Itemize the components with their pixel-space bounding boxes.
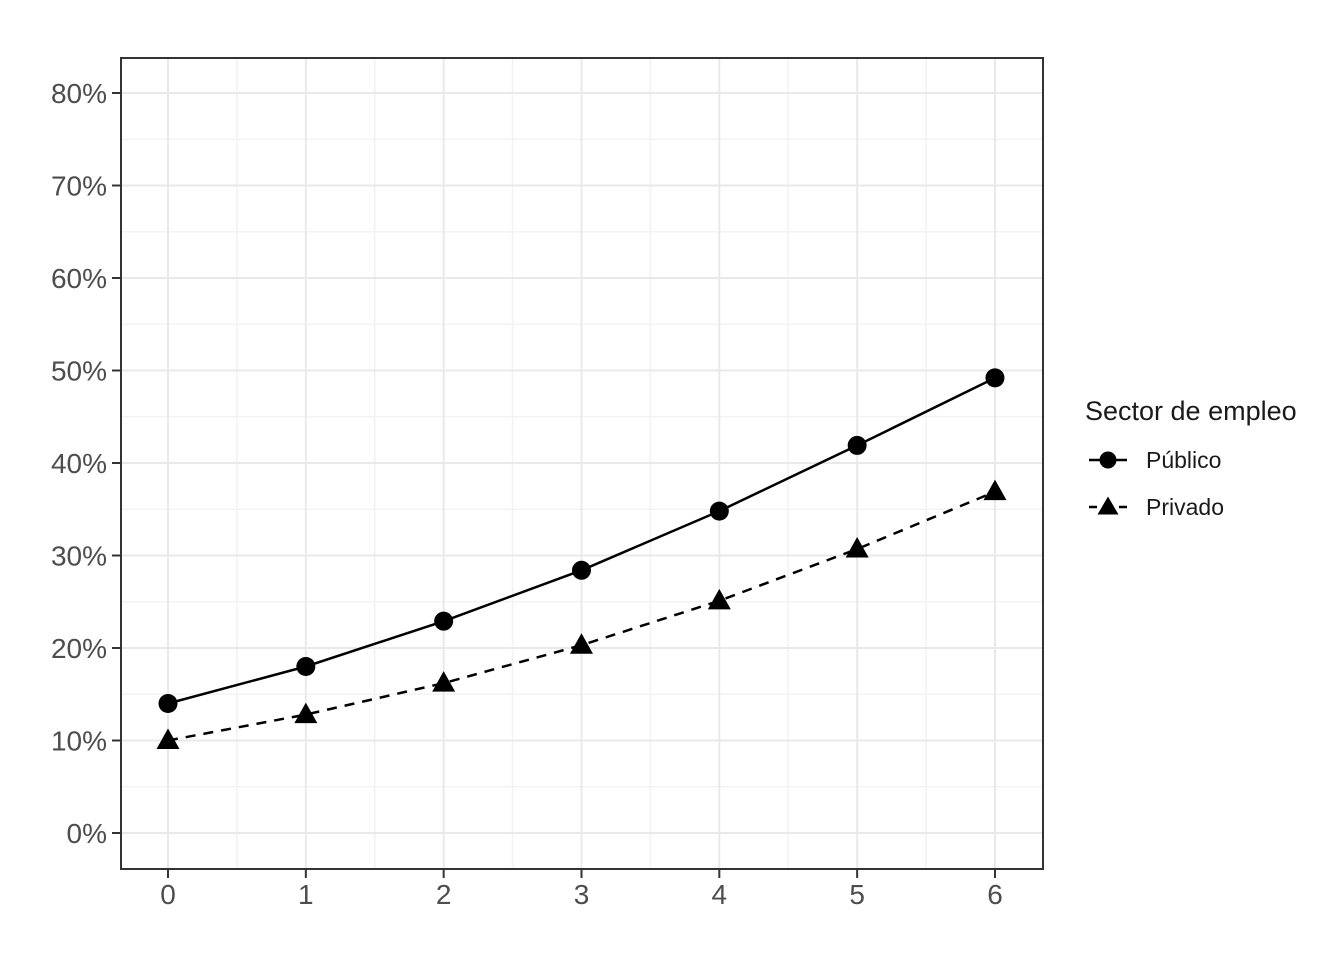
data-point-triangle (845, 537, 869, 558)
legend-label-publico: Público (1146, 446, 1222, 473)
legend-item-publico: Público (1085, 446, 1335, 474)
data-point-triangle (294, 702, 318, 724)
y-tick-label: 60% (51, 263, 107, 294)
y-tick-label: 10% (51, 726, 107, 757)
y-tick-label: 50% (51, 356, 107, 387)
y-tick-label: 40% (51, 448, 107, 479)
y-tick-label: 20% (51, 633, 107, 664)
x-tick-label: 0 (160, 879, 176, 910)
data-point-circle (985, 368, 1005, 388)
data-point-triangle (707, 588, 731, 610)
legend: Sector de empleo Público Privado (1085, 396, 1335, 521)
x-tick-label: 2 (436, 879, 452, 910)
y-tick-label: 30% (51, 541, 107, 572)
legend-item-privado: Privado (1085, 493, 1335, 521)
x-tick-label: 1 (298, 879, 314, 910)
legend-label-privado: Privado (1146, 493, 1224, 520)
data-point-circle (158, 694, 178, 713)
data-point-triangle (432, 671, 456, 692)
y-tick-label: 80% (51, 78, 107, 109)
x-tick-label: 4 (712, 879, 728, 910)
y-tick-label: 70% (51, 171, 107, 202)
data-point-triangle (569, 633, 593, 654)
data-point-circle (434, 611, 454, 631)
legend-title: Sector de empleo (1085, 396, 1297, 426)
x-tick-label: 6 (987, 879, 1003, 910)
x-tick-label: 5 (849, 879, 865, 910)
data-point-circle (709, 501, 729, 521)
data-point-triangle (983, 479, 1007, 501)
data-point-triangle (156, 728, 180, 749)
data-point-circle (571, 560, 591, 580)
x-tick-label: 3 (574, 879, 590, 910)
data-point-circle (847, 435, 867, 455)
triangle-marker-icon (1089, 496, 1127, 515)
data-point-circle (296, 657, 316, 676)
y-tick-label: 0% (67, 818, 107, 849)
circle-marker-icon (1089, 451, 1127, 469)
